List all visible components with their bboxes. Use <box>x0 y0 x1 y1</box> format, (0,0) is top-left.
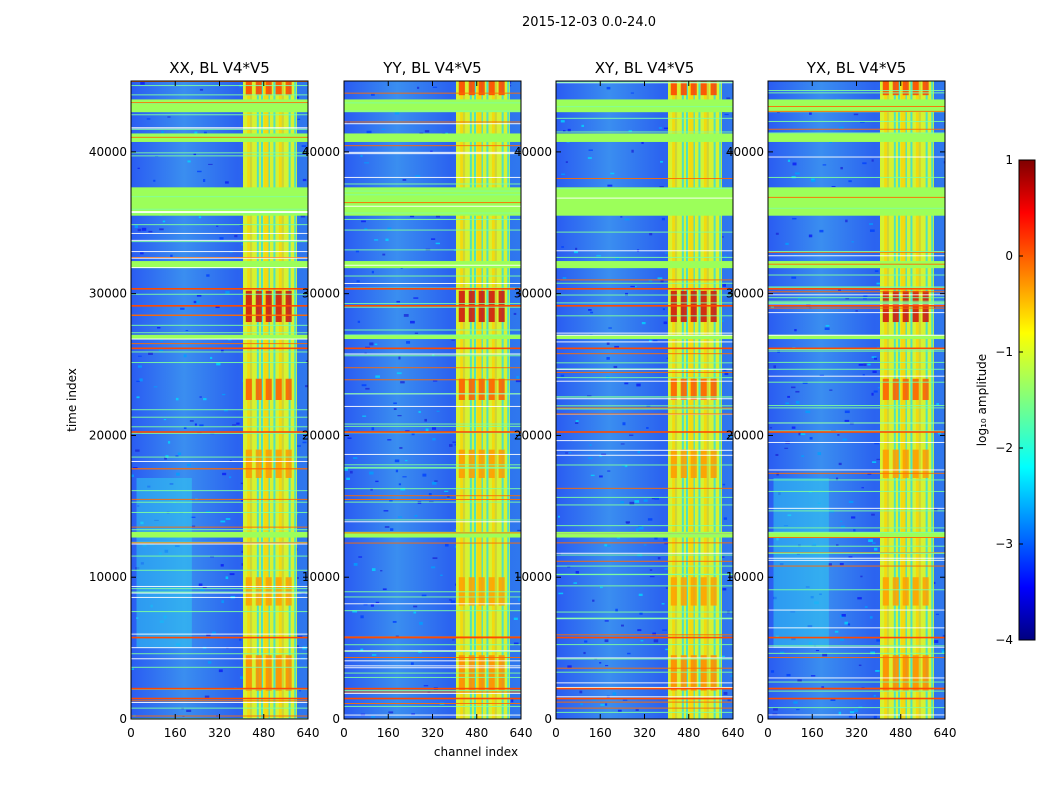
y-tick-label: 0 <box>332 712 340 726</box>
x-tick-label: 640 <box>297 726 320 740</box>
x-tick-label: 320 <box>208 726 231 740</box>
colorbar: 1 0 −1 −2 −3 −4 log₁₀ amplitude <box>975 153 1036 647</box>
colorbar-gradient <box>1018 159 1036 641</box>
x-tick-label: 320 <box>633 726 656 740</box>
x-tick-label: 640 <box>722 726 745 740</box>
x-tick-label: 640 <box>934 726 957 740</box>
x-tick-label: 480 <box>889 726 912 740</box>
y-tick-label: 30000 <box>726 287 764 301</box>
y-tick-label: 10000 <box>302 570 340 584</box>
colorbar-tick-label: −2 <box>995 441 1013 455</box>
y-tick-label: 20000 <box>302 428 340 442</box>
x-tick-label: 160 <box>164 726 187 740</box>
panel-3: XY, BL V4*V5 0 160 320 480 640 0 10000 20000 3000… <box>514 59 745 740</box>
heatmap-image <box>131 81 308 719</box>
y-tick-label: 10000 <box>514 570 552 584</box>
x-tick-label: 160 <box>589 726 612 740</box>
panel-title: XX, BL V4*V5 <box>169 59 270 77</box>
y-tick-label: 0 <box>544 712 552 726</box>
y-tick-label: 20000 <box>514 428 552 442</box>
y-tick-label: 30000 <box>514 287 552 301</box>
colorbar-tick-label: 1 <box>1005 153 1013 167</box>
y-tick-label: 0 <box>119 712 127 726</box>
x-tick-label: 0 <box>340 726 348 740</box>
x-tick-label: 480 <box>465 726 488 740</box>
x-tick-label: 320 <box>845 726 868 740</box>
panel-title: YX, BL V4*V5 <box>806 59 907 77</box>
x-tick-label: 480 <box>252 726 275 740</box>
y-tick-label: 0 <box>756 712 764 726</box>
x-tick-label: 480 <box>677 726 700 740</box>
x-tick-label: 0 <box>552 726 560 740</box>
y-tick-label: 30000 <box>302 287 340 301</box>
y-tick-label: 30000 <box>89 287 127 301</box>
panel-1: XX, BL V4*V5 0 160 320 480 640 0 10000 20000 3000… <box>89 59 320 740</box>
x-tick-label: 160 <box>801 726 824 740</box>
colorbar-tick-label: 0 <box>1005 249 1013 263</box>
y-tick-label: 10000 <box>726 570 764 584</box>
x-tick-label: 320 <box>421 726 444 740</box>
x-tick-label: 640 <box>510 726 533 740</box>
y-tick-label: 20000 <box>89 428 127 442</box>
panel-title: XY, BL V4*V5 <box>595 59 695 77</box>
y-tick-label: 40000 <box>726 145 764 159</box>
panel-4: YX, BL V4*V5 0 160 320 480 640 0 10000 20000 3000… <box>726 59 957 740</box>
colorbar-tick-label: −3 <box>995 537 1013 551</box>
y-tick-label: 20000 <box>726 428 764 442</box>
colorbar-label: log₁₀ amplitude <box>975 354 989 446</box>
figure-suptitle: 2015-12-03 0.0-24.0 <box>522 15 656 30</box>
x-tick-label: 0 <box>764 726 772 740</box>
panel-title: YY, BL V4*V5 <box>382 59 481 77</box>
y-axis-label: time index <box>65 368 79 432</box>
x-tick-label: 160 <box>377 726 400 740</box>
y-tick-label: 40000 <box>302 145 340 159</box>
colorbar-tick-label: −4 <box>995 633 1013 647</box>
x-axis-label: channel index <box>434 745 518 759</box>
heatmap-image <box>344 81 521 719</box>
heatmap-image <box>556 81 733 719</box>
y-tick-label: 10000 <box>89 570 127 584</box>
panel-2: YY, BL V4*V5 0 160 320 480 640 0 10000 20000 3000… <box>302 59 533 740</box>
x-tick-label: 0 <box>127 726 135 740</box>
y-tick-label: 40000 <box>514 145 552 159</box>
heatmap-image <box>768 81 945 719</box>
colorbar-tick-label: −1 <box>995 345 1013 359</box>
y-tick-label: 40000 <box>89 145 127 159</box>
